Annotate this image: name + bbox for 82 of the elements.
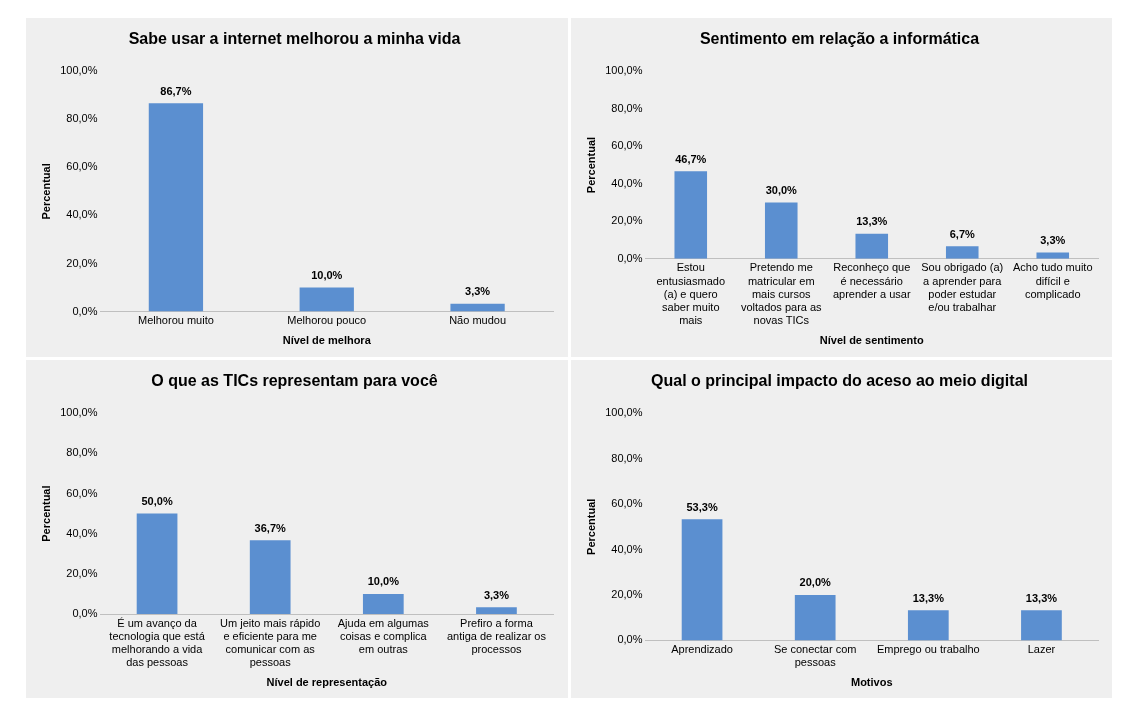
y-tick-label: 80,0%	[66, 445, 98, 458]
y-tick-label: 60,0%	[66, 486, 98, 499]
y-tick-label: 100,0%	[60, 64, 98, 77]
y-axis-title: Percentual	[584, 498, 597, 555]
chart-title: O que as TICs representam para você	[151, 371, 438, 389]
bar	[764, 202, 798, 259]
x-axis-title: Nível de melhora	[282, 334, 372, 347]
bar	[249, 539, 291, 614]
data-label: 3,3%	[483, 588, 510, 601]
data-label: 20,0%	[799, 575, 831, 588]
bar	[681, 518, 722, 640]
y-tick-label: 80,0%	[66, 112, 98, 125]
bar	[945, 246, 979, 259]
data-label: 10,0%	[367, 574, 400, 587]
chart-title: Qual o principal impacto do aceso ao meio digital	[650, 371, 1028, 389]
x-axis-title: Nível de sentimento	[819, 334, 924, 347]
y-tick-label: 0,0%	[616, 251, 643, 264]
bar	[907, 609, 949, 640]
x-tick-label: Um jeito mais rápido e eficiente para me comunicar com as pessoas	[220, 616, 321, 668]
bar	[1020, 609, 1062, 640]
y-tick-label: 20,0%	[66, 256, 98, 269]
x-tick-label: Acho tudo muito difícil e complicado	[1012, 261, 1092, 300]
y-axis-title: Percentual	[39, 163, 52, 220]
y-tick-label: 60,0%	[610, 139, 643, 152]
chart-title: Sabe usar a internet melhorou a minha vida	[128, 30, 461, 48]
y-tick-label: 80,0%	[610, 451, 643, 464]
y-tick-label: 40,0%	[610, 176, 643, 189]
x-tick-label: É um avanço da tecnologia que está melhorando a vida das pessoas	[109, 616, 206, 668]
data-label: 3,3%	[465, 285, 491, 298]
y-tick-label: 40,0%	[66, 208, 98, 221]
data-label: 3,3%	[1039, 234, 1065, 247]
data-label: 86,7%	[160, 84, 192, 97]
y-tick-label: 80,0%	[610, 101, 643, 114]
y-tick-label: 40,0%	[66, 526, 98, 539]
data-label: 13,3%	[912, 591, 944, 604]
y-tick-label: 20,0%	[610, 587, 643, 600]
data-label: 46,7%	[674, 152, 707, 165]
y-tick-label: 40,0%	[610, 542, 643, 555]
x-tick-label: Aprendizado	[670, 642, 733, 655]
bar	[362, 593, 404, 614]
x-tick-label: Lazer	[1027, 642, 1056, 655]
data-label: 36,7%	[254, 521, 286, 534]
y-tick-label: 100,0%	[60, 405, 98, 418]
data-label: 10,0%	[311, 269, 343, 282]
x-tick-label: Emprego ou trabalho	[876, 642, 980, 655]
x-tick-label: Se conectar com pessoas	[773, 642, 856, 668]
x-tick-label: Reconheço que é necessário aprender a usar	[832, 261, 911, 300]
y-tick-label: 0,0%	[72, 606, 98, 619]
x-tick-label: Melhorou muito	[138, 314, 214, 327]
bar	[673, 171, 707, 259]
x-tick-label: Melhorou pouco	[287, 314, 367, 327]
x-tick-label: Sou obrigado (a) a aprender para poder estudar e/ou trabalhar	[920, 261, 1003, 314]
y-tick-label: 100,0%	[604, 405, 643, 418]
x-axis-title: Motivos	[850, 675, 893, 688]
bar	[299, 287, 354, 312]
y-tick-label: 20,0%	[610, 214, 643, 227]
y-tick-label: 60,0%	[66, 160, 98, 173]
data-label: 13,3%	[1025, 591, 1057, 604]
data-label: 50,0%	[141, 494, 173, 507]
bar	[136, 513, 178, 614]
y-tick-label: 60,0%	[610, 496, 643, 509]
x-tick-label: Não mudou	[449, 314, 507, 327]
y-tick-label: 20,0%	[66, 566, 98, 579]
y-tick-label: 0,0%	[72, 304, 98, 317]
y-tick-label: 0,0%	[616, 632, 643, 645]
bar	[854, 233, 888, 259]
x-tick-label: Estou entusiasmado (a) e quero saber muito mais	[656, 261, 725, 327]
bar	[794, 594, 836, 640]
data-label: 53,3%	[685, 500, 718, 513]
data-label: 6,7%	[949, 227, 975, 240]
data-label: 30,0%	[765, 184, 797, 197]
y-tick-label: 100,0%	[604, 64, 643, 77]
x-axis-title: Nível de representação	[266, 675, 388, 688]
bar	[476, 606, 517, 614]
chart-title: Sentimento em relação a informática	[699, 30, 979, 48]
x-tick-label: Prefiro a forma antiga de realizar os processos	[446, 616, 547, 655]
bar	[148, 103, 204, 312]
data-label: 13,3%	[855, 215, 888, 228]
y-axis-title: Percentual	[39, 484, 52, 542]
x-tick-label: Pretendo me matricular em mais cursos voltados para as novas TICs	[740, 261, 822, 327]
x-tick-label: Ajuda em algumas coisas e complica em outras	[337, 616, 430, 655]
y-axis-title: Percentual	[584, 136, 597, 194]
